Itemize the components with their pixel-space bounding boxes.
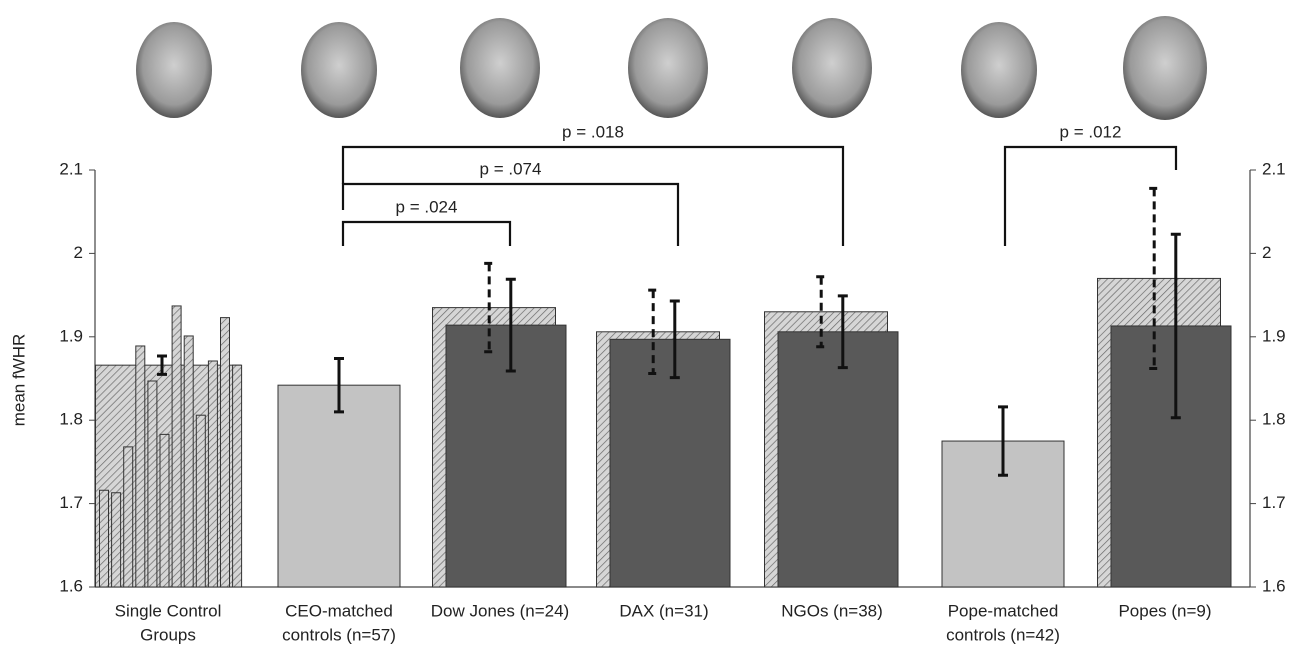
x-tick-label: Pope-matched bbox=[948, 601, 1059, 620]
bar bbox=[183, 335, 194, 588]
comparison-label: p = .012 bbox=[1060, 122, 1122, 141]
x-tick-label: Popes (n=9) bbox=[1118, 601, 1211, 620]
bar bbox=[232, 364, 243, 588]
bar bbox=[135, 345, 146, 588]
bar bbox=[123, 446, 134, 588]
bar bbox=[159, 433, 170, 588]
face-image bbox=[961, 22, 1037, 118]
y2-tick-label: 1.7 bbox=[1262, 493, 1286, 512]
error-bar bbox=[334, 356, 344, 414]
error-bar bbox=[669, 299, 680, 380]
comparison-bracket bbox=[1003, 145, 1178, 246]
comparison-bracket bbox=[341, 145, 845, 246]
y-axis-label: mean fWHR bbox=[9, 334, 28, 427]
y2-tick-label: 1.6 bbox=[1262, 576, 1286, 595]
bar bbox=[277, 384, 401, 588]
y-tick-label: 2 bbox=[74, 243, 83, 262]
comparison-bracket bbox=[341, 220, 512, 246]
face-image bbox=[792, 18, 872, 118]
bar bbox=[207, 360, 218, 588]
error-bar bbox=[816, 275, 827, 349]
error-bar bbox=[1149, 186, 1160, 370]
error-bar bbox=[484, 261, 495, 354]
y-tick-label: 1.6 bbox=[59, 576, 83, 595]
x-tick-label: NGOs (n=38) bbox=[781, 601, 883, 620]
error-bar bbox=[157, 354, 167, 376]
y-tick-label: 1.7 bbox=[59, 493, 83, 512]
y-tick-label: 1.8 bbox=[59, 410, 83, 429]
bar bbox=[220, 317, 230, 588]
bar bbox=[171, 305, 182, 588]
comparison-label: p = .018 bbox=[562, 122, 624, 141]
face-image bbox=[301, 22, 377, 118]
error-bar bbox=[998, 405, 1008, 477]
y2-tick-label: 2.1 bbox=[1262, 159, 1286, 178]
face-image bbox=[1123, 16, 1207, 120]
x-tick-label: Dow Jones (n=24) bbox=[431, 601, 569, 620]
x-tick-label: controls (n=42) bbox=[946, 625, 1060, 644]
comparison-bracket bbox=[341, 182, 680, 246]
bar bbox=[111, 492, 122, 588]
x-tick-label: DAX (n=31) bbox=[619, 601, 708, 620]
x-tick-label: controls (n=57) bbox=[282, 625, 396, 644]
bar bbox=[99, 489, 109, 588]
y2-tick-label: 2 bbox=[1262, 243, 1271, 262]
faces bbox=[136, 16, 1207, 120]
face-image bbox=[136, 22, 212, 118]
x-tick-label: Groups bbox=[140, 625, 196, 644]
y-tick-label: 1.9 bbox=[59, 326, 83, 345]
bar bbox=[195, 414, 206, 588]
comparison-label: p = .074 bbox=[480, 159, 542, 178]
error-bar bbox=[837, 294, 848, 370]
y2-tick-label: 1.8 bbox=[1262, 410, 1286, 429]
x-tick-label: Single Control bbox=[115, 601, 222, 620]
face-image bbox=[628, 18, 708, 118]
error-bar bbox=[648, 288, 659, 375]
comparison-label: p = .024 bbox=[396, 197, 458, 216]
x-tick-label: CEO-matched bbox=[285, 601, 393, 620]
face-image bbox=[460, 18, 540, 118]
error-bar bbox=[1170, 232, 1181, 420]
error-bar bbox=[505, 277, 516, 373]
bar bbox=[777, 331, 899, 588]
bar bbox=[1110, 325, 1232, 588]
y-tick-label: 2.1 bbox=[59, 159, 83, 178]
bar bbox=[147, 380, 158, 588]
bar bbox=[445, 324, 567, 588]
bar bbox=[609, 338, 731, 588]
y2-tick-label: 1.9 bbox=[1262, 326, 1286, 345]
